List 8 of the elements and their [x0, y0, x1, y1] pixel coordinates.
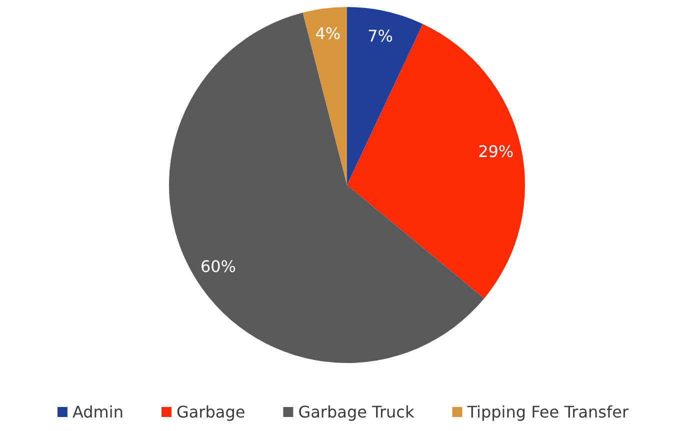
legend-label: Garbage — [176, 402, 246, 422]
legend-label: Admin — [72, 402, 124, 422]
data-label: 60% — [200, 257, 236, 276]
legend-label: Garbage Truck — [298, 402, 415, 422]
data-label: 29% — [478, 142, 514, 162]
data-label: 7% — [368, 26, 393, 46]
legend-label: Tipping Fee Transfer — [466, 402, 629, 422]
data-label: 4% — [315, 24, 341, 44]
